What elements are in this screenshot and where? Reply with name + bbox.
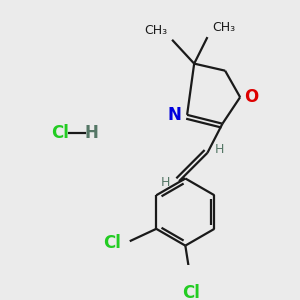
Text: H: H — [85, 124, 99, 142]
Text: H: H — [161, 176, 171, 189]
Text: Cl: Cl — [183, 284, 200, 300]
Text: O: O — [244, 88, 259, 106]
Text: H: H — [215, 143, 224, 156]
Text: N: N — [168, 106, 182, 124]
Text: CH₃: CH₃ — [145, 24, 168, 37]
Text: Cl: Cl — [103, 234, 121, 252]
Text: CH₃: CH₃ — [212, 22, 235, 34]
Text: Cl: Cl — [51, 124, 69, 142]
